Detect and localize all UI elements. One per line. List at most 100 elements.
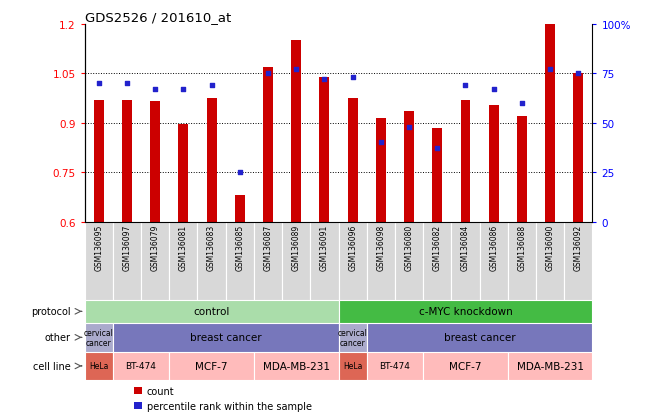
Point [122,81,132,87]
Bar [376,119,386,222]
Text: breast cancer: breast cancer [190,332,262,342]
Text: GSM136089: GSM136089 [292,224,301,271]
Text: GSM136083: GSM136083 [207,224,216,271]
Point [206,83,217,89]
Bar [339,222,367,300]
Bar [113,352,169,380]
Bar [404,112,414,222]
Text: protocol: protocol [31,306,70,316]
Bar [348,99,357,222]
Bar [169,352,254,380]
Bar [508,222,536,300]
Bar [564,222,592,300]
Text: c-MYC knockdown: c-MYC knockdown [419,306,512,316]
Text: GSM136095: GSM136095 [94,224,104,271]
Text: MCF-7: MCF-7 [195,361,228,371]
Text: GSM136079: GSM136079 [150,224,159,271]
Text: HeLa: HeLa [343,361,363,370]
Text: GSM136082: GSM136082 [433,224,442,271]
Text: cervical
cancer: cervical cancer [338,328,368,347]
Text: GSM136088: GSM136088 [518,224,527,271]
Bar [517,117,527,222]
Text: BT-474: BT-474 [126,361,156,370]
Bar [85,323,113,352]
Point [488,87,499,93]
Text: GSM136087: GSM136087 [264,224,273,271]
Text: HeLa: HeLa [89,361,109,370]
Point [348,75,358,81]
Bar [254,352,339,380]
Bar [460,100,471,222]
Point [178,87,189,93]
Bar [113,323,339,352]
Point [234,169,245,176]
Bar [395,222,423,300]
Text: GSM136081: GSM136081 [179,224,188,271]
Bar [178,125,188,222]
Text: breast cancer: breast cancer [444,332,516,342]
Bar [339,323,367,352]
Bar [263,67,273,222]
Text: MCF-7: MCF-7 [449,361,482,371]
Bar [85,222,113,300]
Bar [320,77,329,222]
Bar [536,222,564,300]
Text: GSM136086: GSM136086 [489,224,498,271]
Text: MDA-MB-231: MDA-MB-231 [517,361,583,371]
Text: other: other [44,332,70,342]
Point [94,81,104,87]
Text: GSM136085: GSM136085 [235,224,244,271]
Point [460,83,471,89]
Text: GDS2526 / 201610_at: GDS2526 / 201610_at [85,11,231,24]
Bar [197,222,226,300]
Point [319,77,329,83]
Bar [339,352,367,380]
Point [291,67,301,74]
Bar [254,222,282,300]
Point [545,67,555,74]
Point [263,71,273,77]
Point [517,100,527,107]
Bar [291,41,301,222]
Text: GSM136092: GSM136092 [574,224,583,271]
Text: GSM136090: GSM136090 [546,224,555,271]
Bar [451,222,480,300]
Bar [489,105,499,222]
Bar [311,222,339,300]
Bar [206,99,217,222]
Text: BT-474: BT-474 [380,361,410,370]
Bar [85,300,339,323]
Point [573,71,583,77]
Bar [282,222,311,300]
Text: GSM136084: GSM136084 [461,224,470,271]
Bar [113,222,141,300]
Text: GSM136096: GSM136096 [348,224,357,271]
Bar [141,222,169,300]
Text: cell line: cell line [33,361,70,371]
Bar [545,25,555,222]
Text: MDA-MB-231: MDA-MB-231 [263,361,329,371]
Bar [169,222,197,300]
Text: GSM136091: GSM136091 [320,224,329,271]
Point [432,146,443,152]
Bar [367,352,423,380]
Text: GSM136080: GSM136080 [404,224,413,271]
Bar [226,222,254,300]
Bar [85,352,113,380]
Bar [150,102,160,222]
Bar [480,222,508,300]
Bar [423,352,508,380]
Text: cervical
cancer: cervical cancer [84,328,114,347]
Text: GSM136098: GSM136098 [376,224,385,271]
Bar [367,323,592,352]
Bar [432,128,442,222]
Bar [339,300,592,323]
Bar [423,222,451,300]
Text: control: control [193,306,230,316]
Legend: count, percentile rank within the sample: count, percentile rank within the sample [130,382,316,413]
Bar [235,196,245,222]
Point [150,87,160,93]
Text: GSM136097: GSM136097 [122,224,132,271]
Bar [94,100,104,222]
Point [404,124,414,131]
